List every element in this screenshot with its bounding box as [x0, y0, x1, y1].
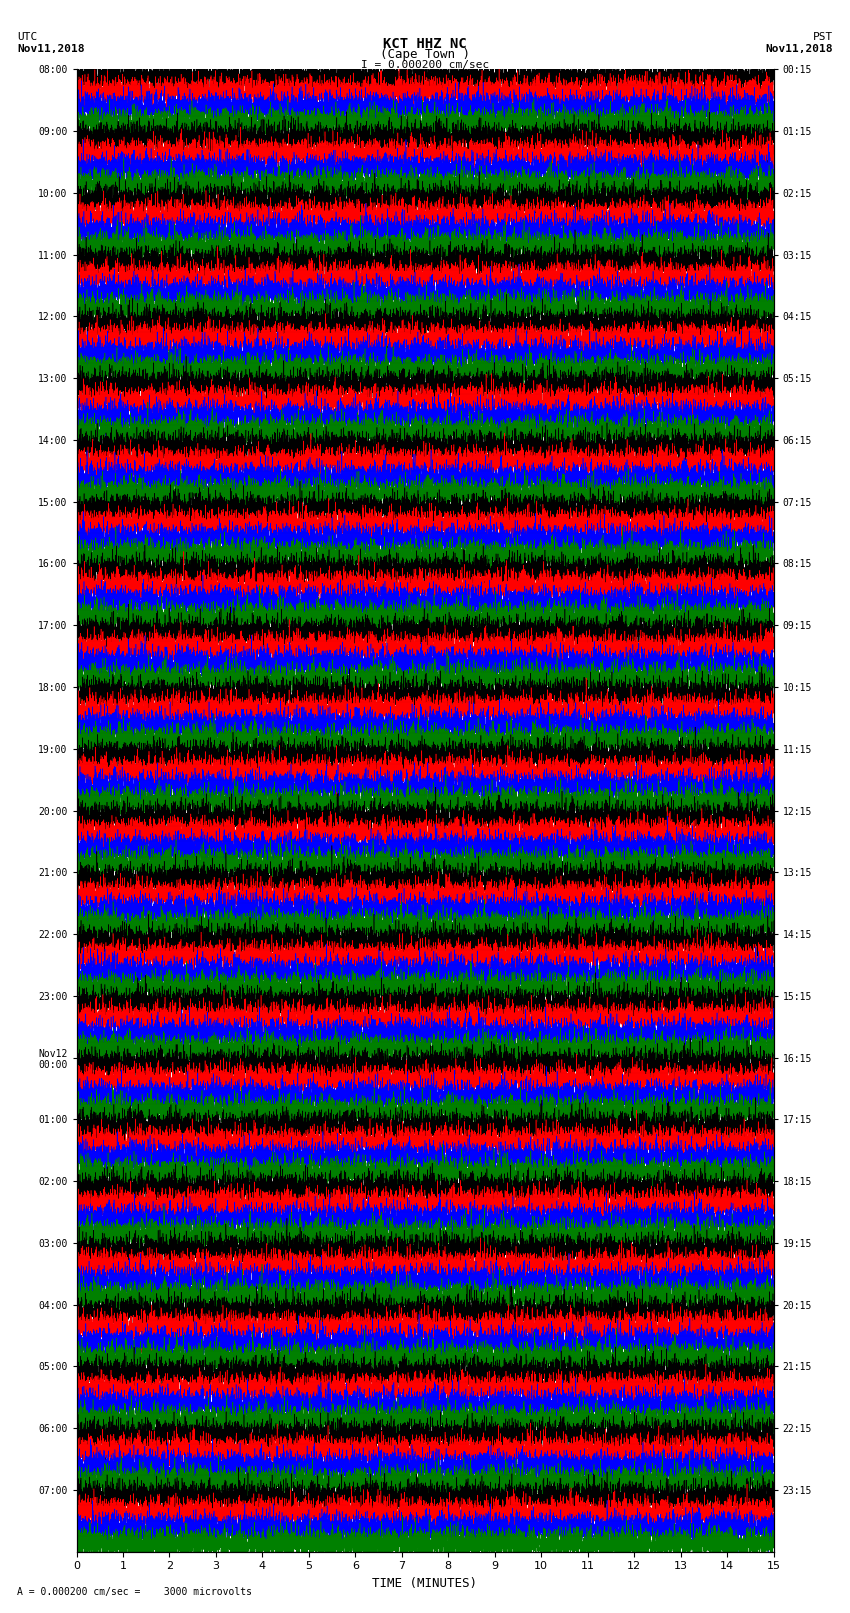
- X-axis label: TIME (MINUTES): TIME (MINUTES): [372, 1578, 478, 1590]
- Text: I = 0.000200 cm/sec: I = 0.000200 cm/sec: [361, 60, 489, 69]
- Text: UTC: UTC: [17, 32, 37, 42]
- Text: Nov11,2018: Nov11,2018: [17, 44, 84, 53]
- Text: Nov11,2018: Nov11,2018: [766, 44, 833, 53]
- Text: (Cape Town ): (Cape Town ): [380, 48, 470, 61]
- Text: KCT HHZ NC: KCT HHZ NC: [383, 37, 467, 52]
- Text: A = 0.000200 cm/sec =    3000 microvolts: A = 0.000200 cm/sec = 3000 microvolts: [17, 1587, 252, 1597]
- Text: PST: PST: [813, 32, 833, 42]
